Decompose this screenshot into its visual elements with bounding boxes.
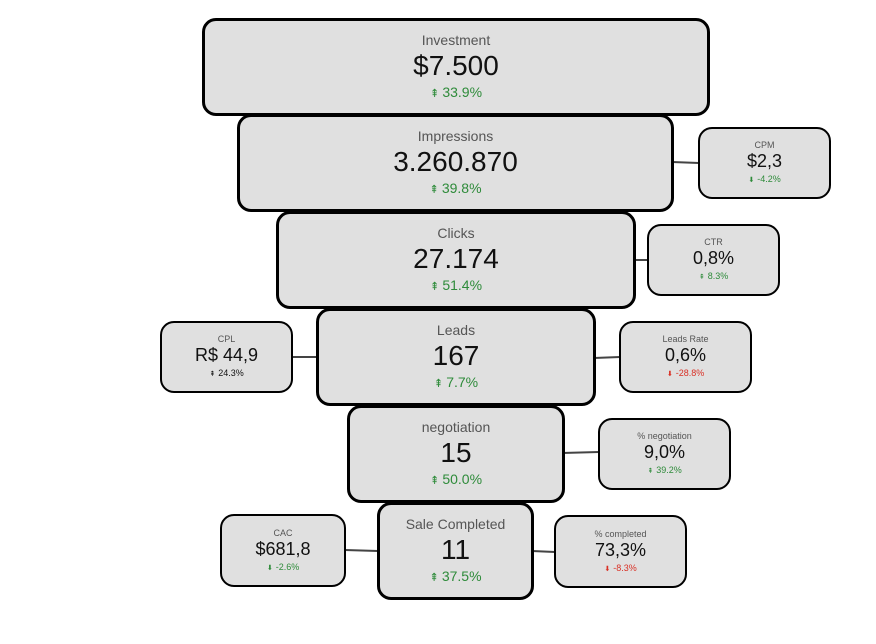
change-value: 51.4% — [442, 276, 483, 293]
metric-label: Leads Rate — [662, 334, 709, 344]
metric-label: CPM — [754, 140, 775, 150]
stage-value: 15 — [440, 436, 472, 468]
metric-change: ⇞ 8.3% — [699, 270, 729, 283]
metric-leads-rate: Leads Rate 0,6% ⬇ -28.8% — [619, 321, 752, 393]
change-value: -8.3% — [613, 562, 637, 573]
metric-label: CPL — [217, 334, 236, 344]
metric-value: $2,3 — [746, 151, 783, 171]
arrow-up-icon: ⇞ — [647, 466, 654, 475]
metric-value: R$ 44,9 — [194, 345, 259, 365]
stage-change: ⇞ 33.9% — [430, 84, 482, 103]
metric-cac: CAC $681,8 ⬇ -2.6% — [220, 514, 346, 587]
change-value: -4.2% — [757, 174, 781, 184]
arrow-up-icon: ⇞ — [433, 377, 444, 390]
metric-change: ⬇ -4.2% — [748, 173, 781, 186]
metric-pct-negotiation: % negotiation 9,0% ⇞ 39.2% — [598, 418, 731, 490]
metric-value: 0,6% — [664, 345, 707, 365]
arrow-up-icon: ⇞ — [209, 369, 216, 378]
stage-change: ⇞ 39.8% — [429, 180, 481, 199]
arrow-down-icon: ⬇ — [666, 369, 673, 378]
metric-value: 0,8% — [692, 248, 735, 268]
arrow-up-icon: ⇞ — [429, 280, 440, 293]
stage-label: Sale Completed — [405, 515, 506, 532]
stage-label: Clicks — [437, 224, 475, 241]
stage-value: 11 — [440, 533, 471, 565]
stage-change: ⇞ 37.5% — [429, 568, 481, 587]
metric-label: CTR — [704, 237, 723, 247]
metric-change: ⬇ -2.6% — [267, 561, 300, 574]
connector-negotiation-pct — [561, 451, 600, 454]
arrow-down-icon: ⬇ — [748, 175, 755, 184]
arrow-down-icon: ⬇ — [604, 563, 611, 573]
stage-value: 167 — [432, 339, 480, 371]
metric-label: % completed — [594, 528, 647, 539]
connector-impressions-cpm — [671, 161, 700, 164]
metric-cpl: CPL R$ 44,9 ⇞ 24.3% — [160, 321, 293, 393]
stage-leads: Leads 167 ⇞ 7.7% — [316, 308, 596, 406]
metric-value: $681,8 — [255, 538, 311, 559]
metric-value: 73,3% — [594, 539, 647, 560]
connector-leads-leadsrate — [593, 356, 621, 359]
change-value: 50.0% — [442, 470, 483, 487]
metric-change: ⬇ -28.8% — [667, 367, 705, 380]
change-value: 24.3% — [218, 368, 244, 378]
change-value: 39.2% — [656, 465, 682, 475]
change-value: 39.8% — [441, 179, 482, 196]
connector-cac-sale — [344, 549, 379, 552]
stage-value: 27.174 — [413, 242, 499, 274]
stage-value: $7.500 — [413, 49, 499, 81]
arrow-up-icon: ⇞ — [698, 272, 705, 281]
metric-change: ⇞ 39.2% — [647, 464, 682, 477]
change-value: -28.8% — [675, 368, 705, 378]
arrow-up-icon: ⇞ — [429, 571, 439, 584]
metric-cpm: CPM $2,3 ⬇ -4.2% — [698, 127, 831, 199]
change-value: 33.9% — [442, 83, 483, 100]
stage-change: ⇞ 50.0% — [430, 471, 482, 490]
stage-label: Leads — [436, 321, 476, 338]
metric-pct-completed: % completed 73,3% ⬇ -8.3% — [554, 515, 687, 588]
change-value: 8.3% — [707, 271, 729, 281]
arrow-up-icon: ⇞ — [429, 474, 440, 487]
metric-ctr: CTR 0,8% ⇞ 8.3% — [647, 224, 780, 296]
stage-clicks: Clicks 27.174 ⇞ 51.4% — [276, 211, 636, 309]
stage-value: 3.260.870 — [393, 145, 518, 177]
stage-change: ⇞ 51.4% — [430, 277, 482, 296]
metric-change: ⬇ -8.3% — [604, 562, 637, 575]
arrow-up-icon: ⇞ — [429, 87, 440, 100]
connector-sale-completed — [531, 550, 556, 553]
change-value: -2.6% — [275, 561, 300, 572]
metric-label: % negotiation — [637, 431, 692, 441]
stage-sale-completed: Sale Completed 11 ⇞ 37.5% — [377, 502, 534, 600]
stage-negotiation: negotiation 15 ⇞ 50.0% — [347, 405, 565, 503]
stage-label: Impressions — [417, 127, 494, 144]
arrow-down-icon: ⬇ — [266, 562, 273, 572]
metric-label: CAC — [273, 527, 293, 538]
stage-label: Investment — [421, 31, 491, 48]
arrow-up-icon: ⇞ — [429, 183, 439, 196]
stage-change: ⇞ 7.7% — [434, 374, 478, 393]
metric-value: 9,0% — [643, 442, 686, 462]
stage-investment: Investment $7.500 ⇞ 33.9% — [202, 18, 710, 116]
stage-label: negotiation — [421, 418, 491, 435]
change-value: 7.7% — [446, 373, 479, 390]
metric-change: ⇞ 24.3% — [209, 367, 244, 380]
change-value: 37.5% — [441, 567, 482, 584]
stage-impressions: Impressions 3.260.870 ⇞ 39.8% — [237, 114, 674, 212]
